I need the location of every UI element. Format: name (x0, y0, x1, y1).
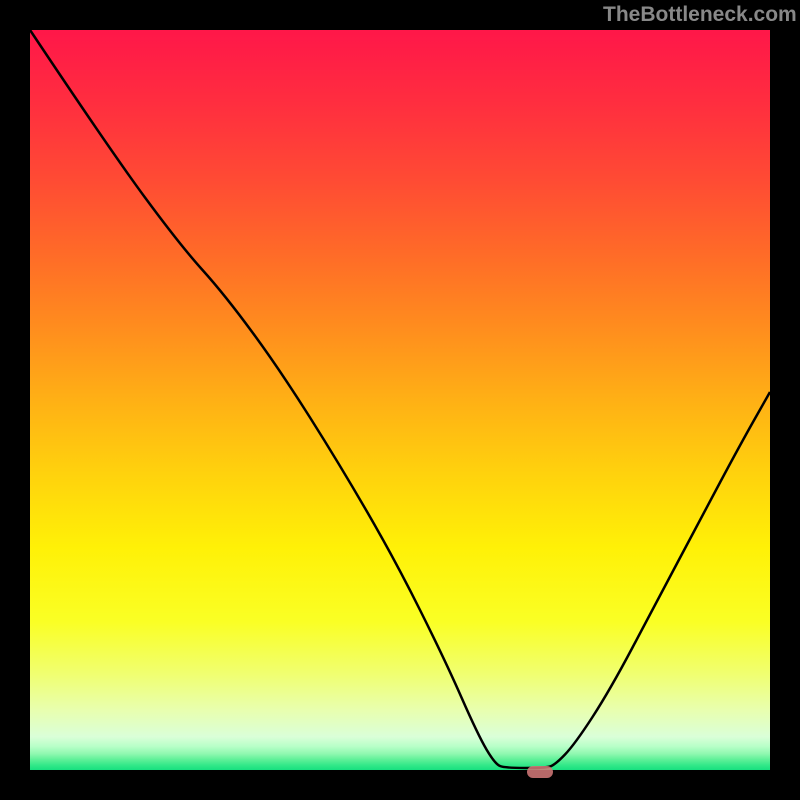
plot-background (30, 30, 770, 770)
watermark-text: TheBottleneck.com (603, 3, 797, 27)
bottleneck-chart (0, 0, 800, 800)
optimal-marker (527, 766, 553, 778)
